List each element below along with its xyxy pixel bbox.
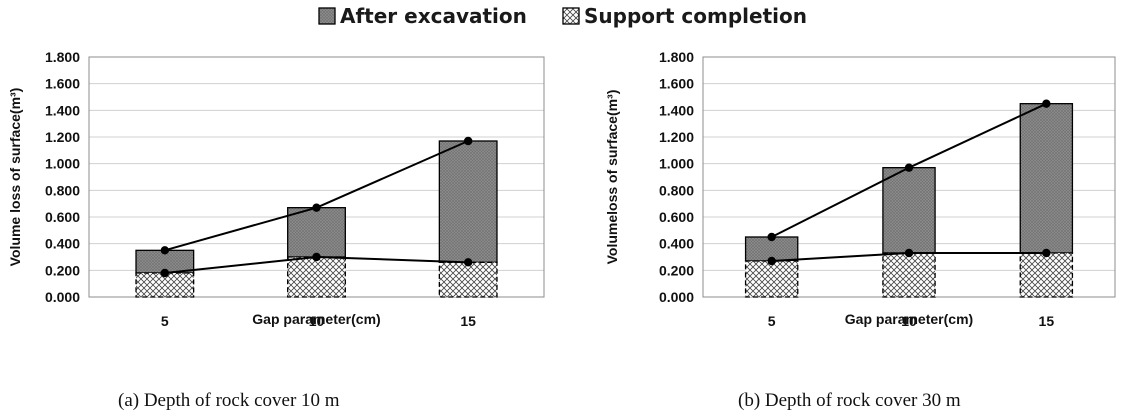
y-tick-label: 1.600: [659, 76, 694, 92]
y-axis-title: Volume loss of surface(m³): [7, 88, 23, 267]
y-tick-label: 1.200: [45, 129, 80, 145]
y-tick-label: 1.000: [659, 156, 694, 172]
line-after-excavation-point: [1042, 99, 1051, 108]
y-tick-label: 1.800: [45, 49, 80, 65]
chart-b: 0.000 0.200 0.400 0.600 0.800 1.000 1.200 1.400…: [604, 49, 1116, 411]
y-tick-label: 0.400: [45, 236, 80, 252]
legend-item-after-excavation: After excavation: [318, 4, 527, 28]
x-tick-label: 15: [460, 313, 476, 329]
x-tick-label: 10: [309, 313, 325, 329]
line-after-excavation-point: [463, 136, 473, 146]
x-tick-label: 15: [1039, 313, 1055, 329]
x-axis-title: Gap parameter(cm): [252, 311, 380, 327]
line-support-completion-point: [904, 248, 914, 258]
line-support-completion-point: [1042, 248, 1051, 258]
y-tick-label: 1.200: [659, 129, 694, 145]
y-tick-label: 1.400: [45, 102, 80, 118]
y-tick-label: 0.000: [45, 289, 80, 305]
y-tick-label: 0.200: [659, 262, 694, 278]
x-axis-title: Gap parameter(cm): [845, 311, 973, 327]
bar-support-completion: [744, 260, 799, 298]
bar-support-completion: [287, 256, 346, 298]
bar-after-excavation: [882, 167, 936, 254]
y-tick-label: 0.600: [45, 209, 80, 225]
y-tick-label: 1.600: [45, 76, 80, 92]
bar-after-excavation: [438, 140, 498, 263]
legend-swatch-after-excavation: [318, 7, 336, 25]
legend-item-support-completion: Support completion: [562, 4, 807, 28]
y-tick-label: 1.400: [659, 102, 694, 118]
bar-support-completion: [438, 261, 498, 298]
caption: (b) Depth of rock cover 30 m: [738, 390, 961, 411]
line-after-excavation-point: [904, 163, 914, 172]
x-tick-label: 5: [768, 313, 776, 329]
line-after-excavation-point: [160, 246, 170, 255]
x-tick-label: 5: [161, 313, 169, 329]
y-tick-label: 0.200: [45, 262, 80, 278]
line-support-completion-point: [312, 252, 321, 262]
line-support-completion-point: [463, 258, 473, 267]
legend-label-after-excavation: After excavation: [340, 4, 527, 28]
caption: (a) Depth of rock cover 10 m: [118, 390, 340, 411]
line-after-excavation-point: [312, 203, 321, 212]
bar-support-completion: [882, 252, 936, 298]
bar-after-excavation: [1019, 103, 1074, 254]
bar-after-excavation: [287, 207, 346, 258]
y-tick-label: 0.600: [659, 209, 694, 225]
y-tick-label: 0.400: [659, 236, 694, 252]
y-tick-label: 0.800: [659, 182, 694, 198]
y-tick-label: 0.000: [659, 289, 694, 305]
y-axis-title: Volumeloss of surface(m³): [604, 90, 620, 265]
line-after-excavation-point: [767, 232, 776, 242]
chart-a: 0.000 0.200 0.400 0.600 0.800 1.000 1.200 1.400…: [7, 49, 545, 411]
bar-support-completion: [1019, 252, 1074, 298]
legend: After excavation Support completion: [318, 4, 807, 28]
legend-swatch-support-completion: [562, 7, 580, 25]
line-support-completion-point: [767, 256, 776, 266]
line-support-completion-point: [160, 268, 170, 278]
legend-label-support-completion: Support completion: [584, 4, 807, 28]
x-tick-label: 10: [901, 313, 917, 329]
y-tick-label: 1.000: [45, 156, 80, 172]
y-tick-label: 0.800: [45, 182, 80, 198]
y-tick-label: 1.800: [659, 49, 694, 65]
